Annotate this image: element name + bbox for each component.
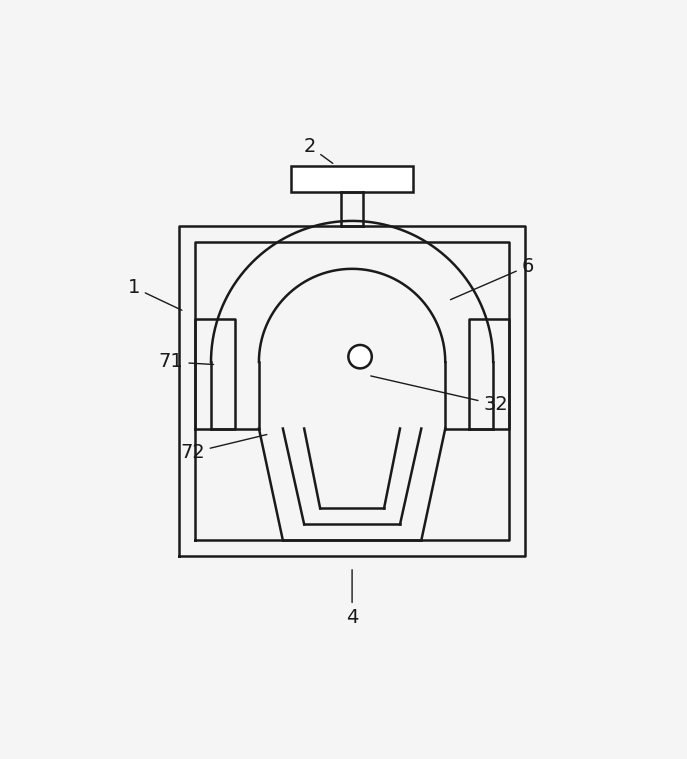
Text: 2: 2 [303,137,333,163]
Text: 72: 72 [180,434,267,462]
Text: 71: 71 [159,352,214,371]
Text: 32: 32 [371,376,508,414]
Text: 4: 4 [346,570,359,627]
Bar [291,166,414,191]
Circle shape [348,345,372,368]
Text: 6: 6 [451,257,534,300]
Text: 1: 1 [128,278,182,310]
